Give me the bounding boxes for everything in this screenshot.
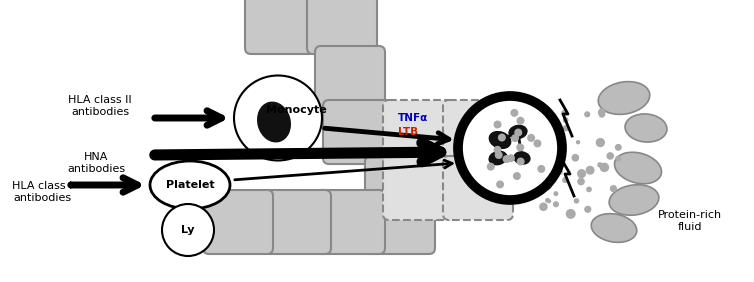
Circle shape xyxy=(498,134,506,142)
FancyBboxPatch shape xyxy=(383,100,453,164)
Circle shape xyxy=(545,198,550,203)
FancyBboxPatch shape xyxy=(365,156,435,220)
Circle shape xyxy=(516,158,525,166)
Text: LTB: LTB xyxy=(398,127,418,137)
Circle shape xyxy=(496,180,504,188)
Ellipse shape xyxy=(591,214,637,242)
FancyBboxPatch shape xyxy=(261,190,331,254)
Circle shape xyxy=(514,129,523,136)
Circle shape xyxy=(586,166,595,175)
Ellipse shape xyxy=(150,161,230,209)
Circle shape xyxy=(584,206,591,213)
Circle shape xyxy=(487,163,495,171)
FancyBboxPatch shape xyxy=(203,190,273,254)
Text: Ly: Ly xyxy=(181,225,195,235)
FancyBboxPatch shape xyxy=(315,190,385,254)
Circle shape xyxy=(538,165,545,173)
Circle shape xyxy=(494,120,501,129)
FancyBboxPatch shape xyxy=(323,100,393,164)
Ellipse shape xyxy=(625,114,667,142)
Ellipse shape xyxy=(509,125,527,138)
Ellipse shape xyxy=(489,132,510,148)
Text: Protein-rich
fluid: Protein-rich fluid xyxy=(658,210,722,232)
Circle shape xyxy=(556,168,563,175)
Circle shape xyxy=(539,202,547,211)
Circle shape xyxy=(572,154,579,162)
Circle shape xyxy=(562,177,569,183)
Circle shape xyxy=(534,140,541,147)
Circle shape xyxy=(606,152,614,160)
Circle shape xyxy=(597,162,602,168)
Circle shape xyxy=(578,178,585,185)
Text: Monocyte: Monocyte xyxy=(265,105,326,115)
Circle shape xyxy=(599,163,609,172)
Ellipse shape xyxy=(514,152,530,164)
Ellipse shape xyxy=(258,102,290,142)
Circle shape xyxy=(576,140,581,144)
Text: Platelet: Platelet xyxy=(166,180,214,190)
FancyBboxPatch shape xyxy=(383,156,453,220)
Circle shape xyxy=(162,204,214,256)
Circle shape xyxy=(598,108,605,116)
Circle shape xyxy=(495,151,503,159)
Circle shape xyxy=(494,146,501,154)
Circle shape xyxy=(562,117,569,123)
Circle shape xyxy=(544,141,550,147)
FancyBboxPatch shape xyxy=(443,156,513,220)
Text: HLA class II
antibodies: HLA class II antibodies xyxy=(68,95,132,117)
Circle shape xyxy=(599,111,605,118)
Circle shape xyxy=(578,173,584,179)
Circle shape xyxy=(584,111,590,117)
Circle shape xyxy=(577,169,586,178)
Circle shape xyxy=(542,180,552,190)
Circle shape xyxy=(536,162,544,171)
Ellipse shape xyxy=(598,81,650,114)
Circle shape xyxy=(511,134,519,142)
Circle shape xyxy=(510,109,519,117)
Circle shape xyxy=(615,144,622,151)
FancyBboxPatch shape xyxy=(307,0,377,54)
Circle shape xyxy=(553,201,559,207)
Circle shape xyxy=(566,209,576,219)
Circle shape xyxy=(541,157,550,166)
Circle shape xyxy=(458,96,562,200)
Circle shape xyxy=(596,138,605,147)
Text: HLA class I
antibodies: HLA class I antibodies xyxy=(12,181,72,203)
FancyBboxPatch shape xyxy=(365,190,435,254)
Circle shape xyxy=(610,185,617,192)
FancyBboxPatch shape xyxy=(245,0,315,54)
Circle shape xyxy=(547,199,551,203)
Circle shape xyxy=(574,198,579,204)
Circle shape xyxy=(516,144,524,151)
Ellipse shape xyxy=(609,185,659,215)
Circle shape xyxy=(516,117,525,125)
Ellipse shape xyxy=(615,152,661,184)
Circle shape xyxy=(615,156,621,161)
Text: HNA
antibodies: HNA antibodies xyxy=(67,152,125,174)
Circle shape xyxy=(561,110,567,116)
Circle shape xyxy=(503,155,510,163)
Circle shape xyxy=(507,154,515,162)
Text: TNFα: TNFα xyxy=(398,113,428,123)
FancyBboxPatch shape xyxy=(315,46,385,110)
Ellipse shape xyxy=(234,76,322,160)
Circle shape xyxy=(527,134,535,142)
Circle shape xyxy=(547,147,556,155)
Ellipse shape xyxy=(489,151,507,165)
Circle shape xyxy=(586,186,592,192)
Circle shape xyxy=(513,172,521,180)
Circle shape xyxy=(563,125,569,131)
Circle shape xyxy=(553,191,559,196)
FancyBboxPatch shape xyxy=(443,100,513,164)
